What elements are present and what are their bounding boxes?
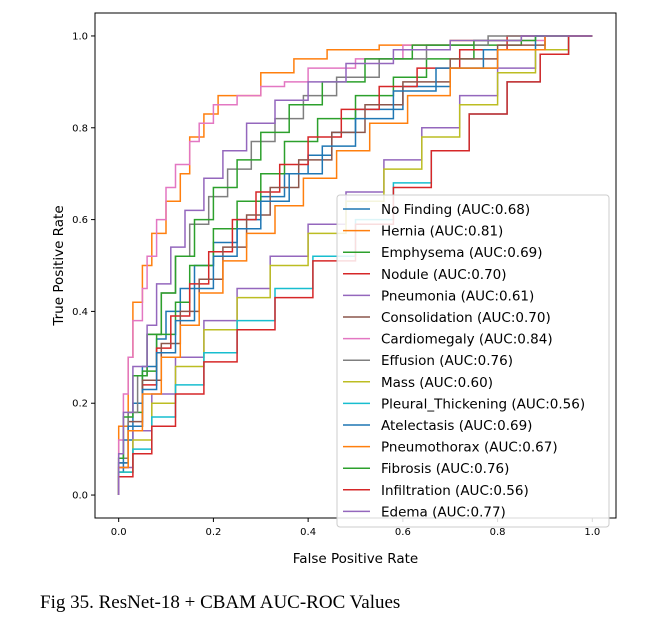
legend-label: Infiltration (AUC:0.56) [381,483,529,499]
x-tick-label: 0.0 [111,527,127,538]
y-tick-label: 0.6 [72,215,88,226]
y-tick-label: 1.0 [72,31,88,42]
legend-label: Fibrosis (AUC:0.76) [381,461,509,477]
legend-label: Atelectasis (AUC:0.69) [381,418,532,434]
legend: No Finding (AUC:0.68) Hernia (AUC:0.81) Em… [336,194,610,528]
y-tick-label: 0.8 [72,123,88,134]
roc-curve-14 [117,35,593,495]
legend-label: Edema (AUC:0.77) [381,504,506,520]
roc-curve-10 [117,35,593,495]
x-tick-label: 1.0 [584,527,600,538]
legend-label: No Finding (AUC:0.68) [381,202,530,218]
x-tick-label: 0.4 [300,527,316,538]
figure-caption: Fig 35. ResNet-18 + CBAM AUC-ROC Values [40,592,401,613]
legend-box [336,194,610,528]
y-tick-label: 0.4 [72,307,88,318]
roc-curve-3 [117,35,593,495]
legend-label: Pneumothorax (AUC:0.67) [381,440,558,456]
roc-chart: 0.0 0.2 0.4 0.6 0.8 1.0 0.0 0.2 0.4 0.6 0.8 1.0 Fa… [51,12,617,567]
x-axis-label: False Positive Rate [293,551,418,567]
y-axis-label: True Positive Rate [51,205,67,326]
roc-curve-11 [117,35,593,495]
roc-curves [117,35,593,495]
legend-label: Consolidation (AUC:0.70) [381,310,551,326]
y-tick-label: 0.2 [72,399,88,410]
legend-label: Cardiomegaly (AUC:0.84) [381,332,553,348]
x-tick-label: 0.2 [205,527,221,538]
x-tick-label: 0.8 [490,527,506,538]
legend-label: Nodule (AUC:0.70) [381,267,507,283]
legend-label: Emphysema (AUC:0.69) [381,245,543,261]
legend-label: Effusion (AUC:0.76) [381,353,513,369]
roc-curve-8 [117,35,593,495]
roc-curve-5 [117,35,593,495]
legend-label: Pneumonia (AUC:0.61) [381,288,534,304]
legend-label: Pleural_Thickening (AUC:0.56) [381,396,585,412]
legend-label: Mass (AUC:0.60) [381,375,493,391]
roc-curve-1 [117,35,593,495]
x-tick-label: 0.6 [395,527,411,538]
y-tick-label: 0.0 [72,491,88,502]
legend-label: Hernia (AUC:0.81) [381,224,503,240]
roc-curve-13 [117,35,593,495]
y-axis-ticks: 0.0 0.2 0.4 0.6 0.8 1.0 [72,31,95,502]
